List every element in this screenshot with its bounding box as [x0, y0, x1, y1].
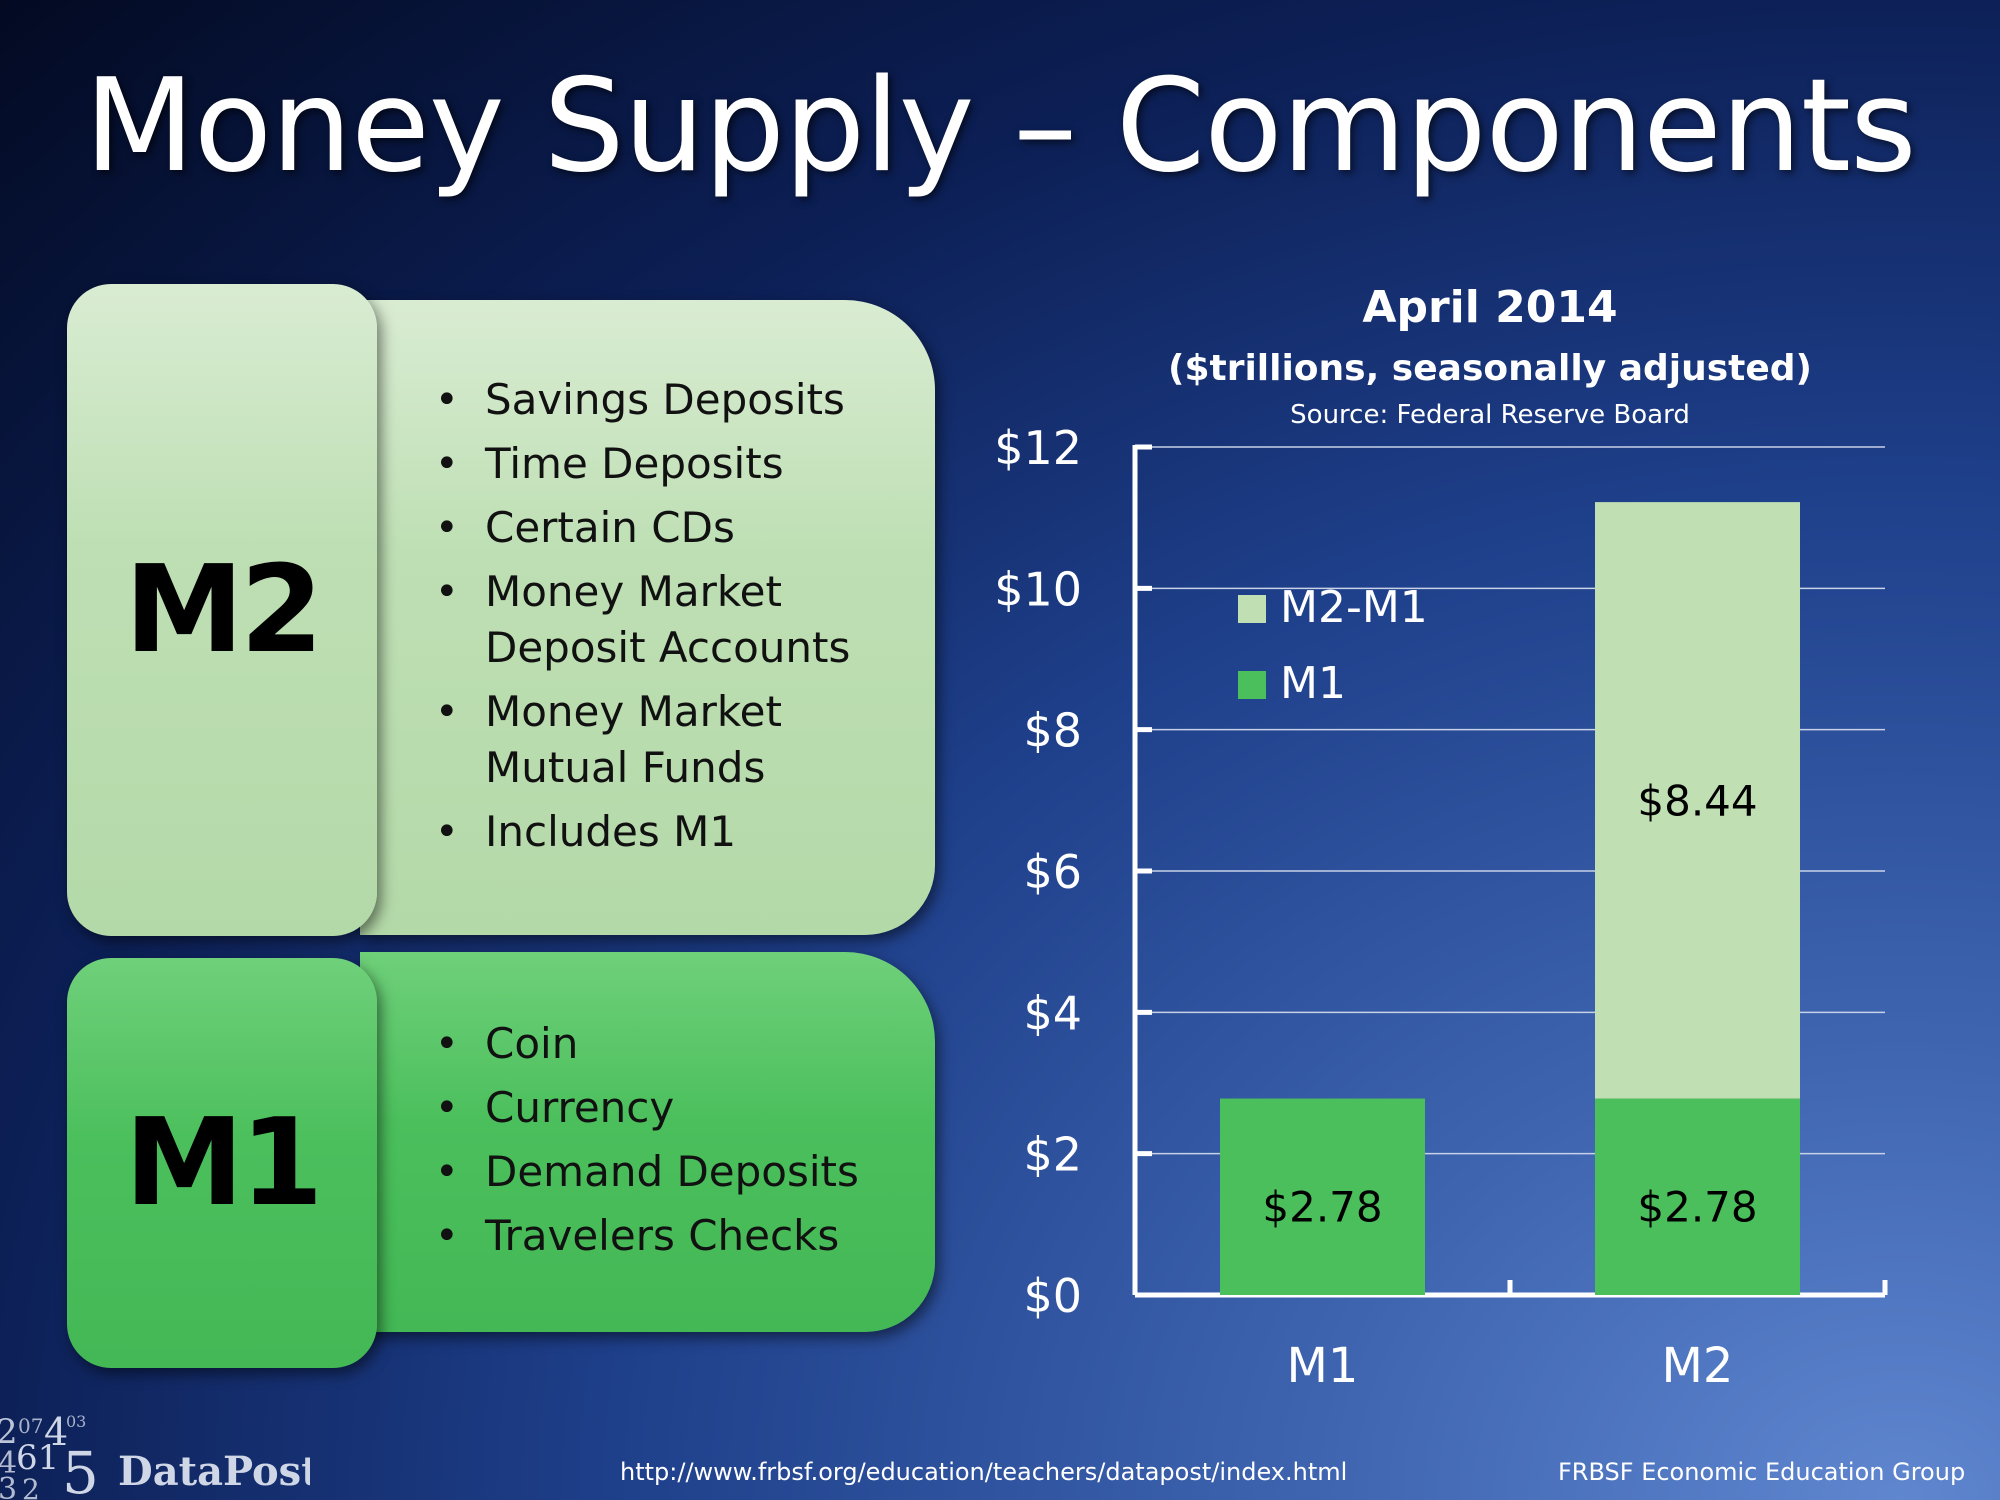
- datapost-logo: 2 07 4 03 4 61 5 3 2 DataPost: [0, 1410, 310, 1500]
- m2-item: Includes M1: [435, 804, 915, 860]
- svg-text:4: 4: [44, 1410, 68, 1454]
- chart-source: Source: Federal Reserve Board: [1290, 400, 1690, 430]
- svg-text:2: 2: [22, 1473, 40, 1500]
- y-tick-label: $4: [1023, 986, 1082, 1040]
- footer-credit: FRBSF Economic Education Group: [1558, 1458, 1966, 1486]
- svg-text:03: 03: [66, 1412, 86, 1431]
- m2-tab: M2: [67, 284, 377, 936]
- y-tick-label: $12: [994, 421, 1082, 475]
- svg-text:4: 4: [0, 1446, 17, 1481]
- data-label: $2.78: [1637, 1183, 1757, 1232]
- bar-m1-m1: [1220, 1098, 1425, 1295]
- m1-tab: M1: [67, 958, 377, 1368]
- y-tick-label: $6: [1023, 845, 1082, 899]
- data-label: $8.44: [1637, 776, 1757, 825]
- svg-text:61: 61: [16, 1438, 59, 1478]
- m1-item: Demand Deposits: [435, 1144, 915, 1200]
- m2-label: M2: [124, 540, 324, 680]
- m2-items-list: Savings Deposits Time Deposits Certain CDs…: [435, 372, 915, 868]
- m2-item: Time Deposits: [435, 436, 915, 492]
- data-label: $2.78: [1262, 1183, 1382, 1232]
- chart-title: April 2014: [1362, 282, 1618, 333]
- m1-items-list: Coin Currency Demand Deposits Travelers Che…: [435, 1016, 915, 1272]
- m1-item: Coin: [435, 1016, 915, 1072]
- bar-m2-m1-m2: [1595, 502, 1800, 1099]
- legend-label: M1: [1280, 658, 1346, 709]
- legend-swatch: [1238, 671, 1266, 699]
- m1-item: Currency: [435, 1080, 915, 1136]
- legend-swatch: [1238, 595, 1266, 623]
- m1-label: M1: [124, 1093, 324, 1233]
- y-tick-label: $2: [1023, 1128, 1082, 1182]
- m2-item: Savings Deposits: [435, 372, 915, 428]
- svg-text:3: 3: [0, 1472, 17, 1500]
- bar-m1-m2: [1595, 1098, 1800, 1295]
- x-tick-label: M2: [1662, 1338, 1734, 1394]
- chart-subtitle: ($trillions, seasonally adjusted): [1167, 348, 1813, 389]
- svg-text:2: 2: [0, 1412, 18, 1452]
- y-tick-label: $0: [1023, 1269, 1082, 1323]
- m1-item: Travelers Checks: [435, 1208, 915, 1264]
- x-tick-label: M1: [1287, 1338, 1359, 1394]
- slide-title: Money Supply – Components: [84, 52, 1916, 201]
- y-tick-label: $10: [994, 562, 1082, 616]
- legend-label: M2-M1: [1280, 582, 1428, 633]
- footer-url[interactable]: http://www.frbsf.org/education/teachers/…: [620, 1458, 1348, 1486]
- y-tick-label: $8: [1023, 704, 1082, 758]
- svg-text:07: 07: [18, 1414, 43, 1438]
- m2-item: Certain CDs: [435, 500, 915, 556]
- svg-text:5: 5: [62, 1439, 99, 1500]
- logo-text: DataPost: [118, 1448, 310, 1495]
